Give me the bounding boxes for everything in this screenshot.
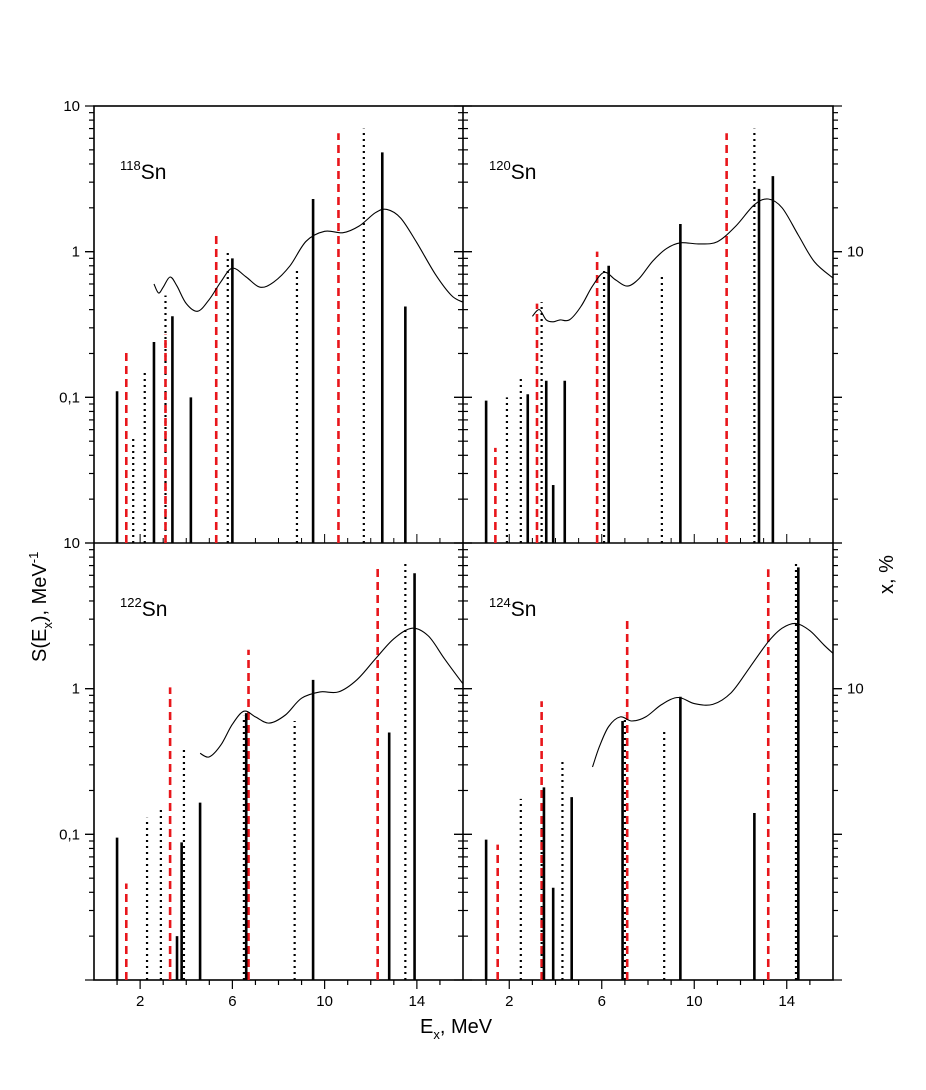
x-tick-label: 10 [686,993,703,1010]
fit-curve [153,208,464,312]
y-axis-title-right: x, % [876,555,898,594]
panel-120sn [484,128,834,543]
panel-122sn [115,561,464,980]
fit-curve [199,627,464,758]
panel-118sn [115,128,464,543]
fit-curve [531,198,834,323]
y-tick-label-left: 1 [72,244,80,261]
y-tick-label-left: 0,1 [59,826,80,843]
axis-ticks: 2 6 10 14 2 6 10 14 10 1 0,1 10 1 0,1 10 10 [59,98,864,1010]
x-tick-label: 2 [505,993,513,1010]
x-tick-label: 6 [598,993,606,1010]
x-tick-label: 10 [316,993,333,1010]
y-tick-label-right: 10 [847,681,864,698]
y-tick-label-right: 10 [847,244,864,261]
x-tick-label: 14 [409,993,426,1010]
y-tick-label-left: 10 [63,98,80,115]
x-axis-title: Ex, MeV [420,1016,493,1042]
y-axis-title-left: S(Ex), MeV-1 [26,552,55,662]
y-tick-label-left: 10 [63,535,80,552]
y-tick-label-left: 0,1 [59,389,80,406]
panel-labels: 118Sn 120Sn 122Sn 124Sn [120,158,536,621]
y-tick-label-left: 1 [72,681,80,698]
isotope-label: 118Sn [120,158,166,184]
x-tick-label: 2 [136,993,144,1010]
isotope-label: 122Sn [120,595,167,621]
fit-curve [591,622,834,768]
panel-124sn [484,561,834,980]
isotope-label: 124Sn [489,595,536,621]
isotope-label: 120Sn [489,158,536,184]
x-tick-label: 14 [778,993,795,1010]
chart-marks [115,128,834,980]
x-tick-label: 6 [228,993,236,1010]
